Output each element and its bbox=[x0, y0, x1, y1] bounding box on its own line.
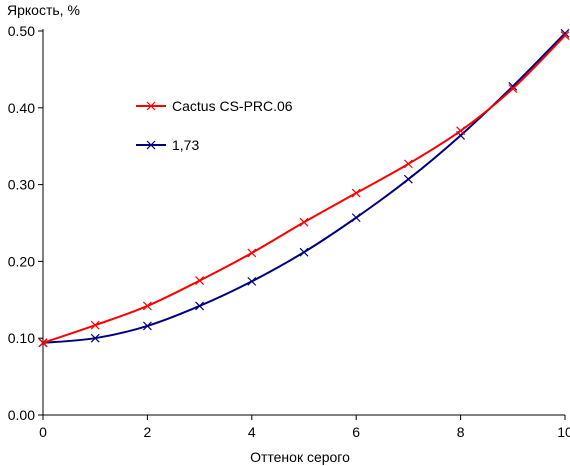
y-tick-label-4: 0.40 bbox=[8, 100, 35, 116]
series-line-1 bbox=[42, 32, 566, 344]
series-0-point-9 bbox=[508, 84, 518, 94]
series-1-point-6 bbox=[351, 213, 361, 223]
series-0-point-7 bbox=[403, 159, 413, 169]
legend-item-0: Cactus CS-PRC.06 bbox=[136, 98, 293, 114]
series-1-point-2 bbox=[142, 321, 152, 331]
series-0-point-1 bbox=[90, 320, 100, 330]
legend-item-1: 1,73 bbox=[136, 137, 199, 153]
series-line-0 bbox=[42, 34, 566, 344]
series-1-point-1 bbox=[90, 333, 100, 343]
series-1-point-4 bbox=[247, 276, 257, 286]
x-tick-label-5: 10 bbox=[557, 424, 570, 440]
series-0-point-2 bbox=[142, 301, 152, 311]
series-0-point-6 bbox=[351, 188, 361, 198]
tick-labels: 0.00 0.10 0.20 0.30 0.40 0.50 0 2 4 6 8 10 bbox=[8, 23, 570, 440]
y-tick-label-2: 0.20 bbox=[8, 253, 35, 269]
series-1 bbox=[38, 28, 570, 348]
y-tick-label-1: 0.10 bbox=[8, 330, 35, 346]
series-0-point-10 bbox=[560, 31, 570, 41]
series-0-point-8 bbox=[456, 126, 466, 136]
series-0-point-5 bbox=[299, 217, 309, 227]
y-tick-label-5: 0.50 bbox=[8, 23, 35, 39]
axes bbox=[38, 29, 566, 420]
series-0-point-0 bbox=[38, 338, 48, 348]
x-tick-label-3: 6 bbox=[352, 424, 360, 440]
x-tick-label-2: 4 bbox=[248, 424, 256, 440]
series-1-point-3 bbox=[195, 301, 205, 311]
x-tick-label-4: 8 bbox=[457, 424, 465, 440]
x-axis-title: Оттенок серого bbox=[250, 449, 350, 465]
series-1-point-5 bbox=[299, 247, 309, 257]
series-1-point-7 bbox=[403, 174, 413, 184]
x-tick-label-1: 2 bbox=[144, 424, 152, 440]
legend-marker-0 bbox=[146, 101, 156, 111]
series-0 bbox=[38, 31, 570, 348]
x-tick-label-0: 0 bbox=[39, 424, 47, 440]
legend-marker-1 bbox=[146, 140, 156, 150]
legend: Cactus CS-PRC.06 1,73 bbox=[136, 98, 293, 153]
legend-label-1: 1,73 bbox=[172, 137, 199, 153]
series-0-point-4 bbox=[247, 248, 257, 258]
series-0-point-3 bbox=[195, 276, 205, 286]
series-1-point-10 bbox=[560, 28, 570, 38]
y-tick-label-0: 0.00 bbox=[8, 407, 35, 423]
y-axis-title: Яркость, % bbox=[7, 2, 80, 18]
series-layer bbox=[38, 28, 570, 348]
y-tick-label-3: 0.30 bbox=[8, 177, 35, 193]
series-1-point-9 bbox=[508, 81, 518, 91]
legend-label-0: Cactus CS-PRC.06 bbox=[172, 98, 293, 114]
